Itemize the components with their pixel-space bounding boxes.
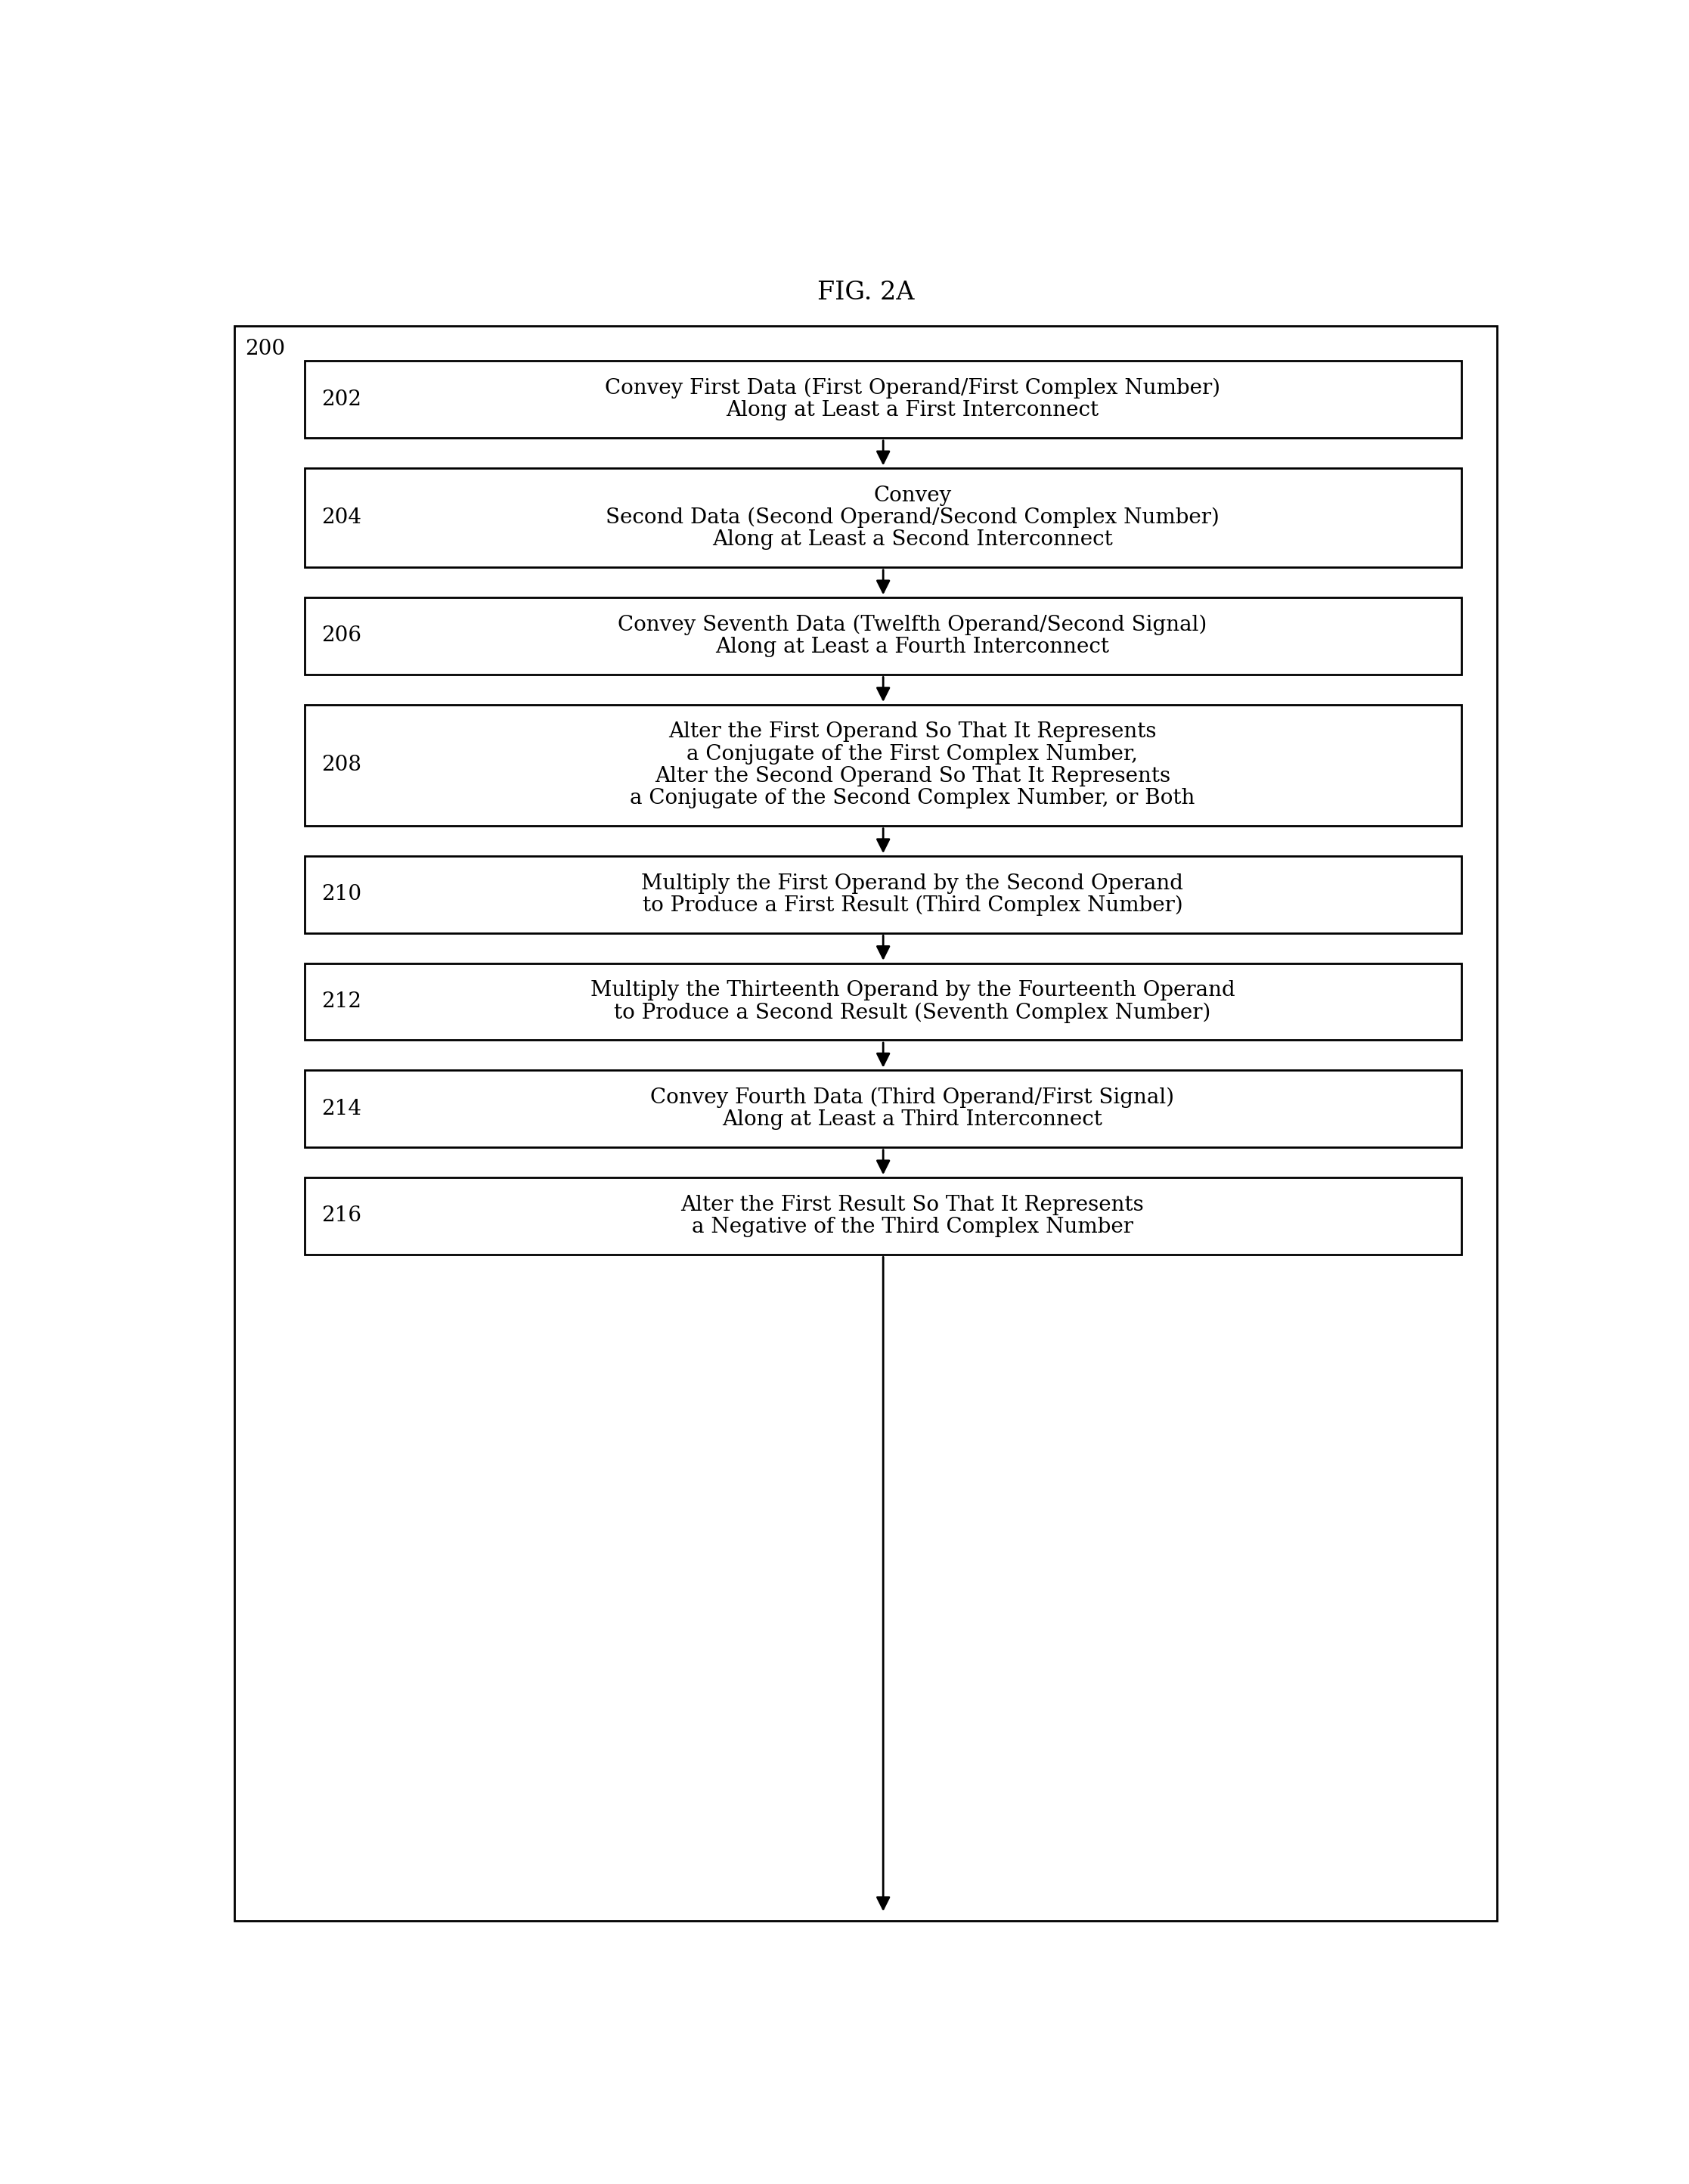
Text: FIG. 2A: FIG. 2A: [817, 280, 914, 304]
Text: to Produce a First Result (Third Complex Number): to Produce a First Result (Third Complex…: [642, 895, 1182, 915]
Bar: [306, 705, 1461, 826]
Text: 200: 200: [245, 339, 285, 360]
Text: Along at Least a Second Interconnect: Along at Least a Second Interconnect: [713, 531, 1113, 550]
Bar: [306, 360, 1461, 439]
Bar: [306, 1177, 1461, 1254]
Text: Convey Fourth Data (Third Operand/First Signal): Convey Fourth Data (Third Operand/First …: [650, 1088, 1174, 1107]
Text: 212: 212: [321, 992, 361, 1011]
Bar: [306, 963, 1461, 1040]
Text: to Produce a Second Result (Seventh Complex Number): to Produce a Second Result (Seventh Comp…: [615, 1002, 1211, 1022]
Text: 206: 206: [321, 625, 361, 646]
Text: a Negative of the Third Complex Number: a Negative of the Third Complex Number: [692, 1216, 1133, 1236]
Text: Convey Seventh Data (Twelfth Operand/Second Signal): Convey Seventh Data (Twelfth Operand/Sec…: [618, 614, 1208, 636]
Text: Alter the Second Operand So That It Represents: Alter the Second Operand So That It Repr…: [655, 767, 1170, 786]
Text: 204: 204: [321, 507, 361, 529]
Bar: [306, 856, 1461, 933]
Text: Along at Least a Fourth Interconnect: Along at Least a Fourth Interconnect: [716, 638, 1110, 657]
Bar: [306, 467, 1461, 568]
Text: 208: 208: [321, 756, 361, 775]
Text: 214: 214: [321, 1099, 361, 1118]
Text: a Conjugate of the Second Complex Number, or Both: a Conjugate of the Second Complex Number…: [630, 788, 1196, 808]
Text: Second Data (Second Operand/Second Complex Number): Second Data (Second Operand/Second Compl…: [606, 507, 1219, 529]
Bar: [306, 598, 1461, 675]
Text: Multiply the Thirteenth Operand by the Fourteenth Operand: Multiply the Thirteenth Operand by the F…: [589, 981, 1235, 1000]
Text: Convey: Convey: [873, 485, 951, 507]
Text: Along at Least a First Interconnect: Along at Least a First Interconnect: [726, 400, 1100, 422]
Bar: [306, 1070, 1461, 1147]
Text: Alter the First Operand So That It Represents: Alter the First Operand So That It Repre…: [669, 721, 1157, 743]
Text: Alter the First Result So That It Represents: Alter the First Result So That It Repres…: [681, 1195, 1143, 1214]
Text: 216: 216: [321, 1206, 361, 1225]
Text: 202: 202: [321, 389, 361, 411]
Text: 210: 210: [321, 885, 361, 904]
Text: a Conjugate of the First Complex Number,: a Conjugate of the First Complex Number,: [687, 745, 1138, 764]
Text: Along at Least a Third Interconnect: Along at Least a Third Interconnect: [723, 1109, 1103, 1129]
Text: Multiply the First Operand by the Second Operand: Multiply the First Operand by the Second…: [642, 874, 1184, 893]
Text: Convey First Data (First Operand/First Complex Number): Convey First Data (First Operand/First C…: [605, 378, 1219, 400]
